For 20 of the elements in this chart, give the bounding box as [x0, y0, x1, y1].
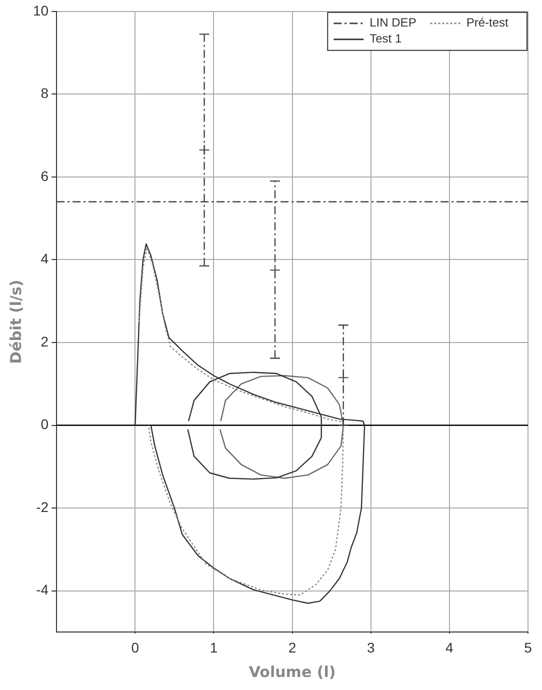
y-tick-label: 0 [40, 416, 49, 432]
legend-label: Test 1 [370, 32, 402, 46]
legend-label: Pré-test [466, 16, 509, 30]
x-tick-label: 1 [210, 639, 218, 656]
y-tick-label: -4 [36, 582, 49, 598]
legend-label: LIN DEP [370, 16, 416, 30]
x-tick-label: 0 [131, 639, 140, 656]
y-tick-label: -2 [36, 498, 49, 515]
y-tick-label: 4 [40, 250, 49, 267]
x-tick-label: 3 [366, 639, 375, 656]
y-tick-label: 8 [40, 85, 49, 102]
y-axis-title: Débit (l/s) [6, 280, 25, 364]
y-tick-label: 10 [32, 2, 49, 18]
point [198, 144, 210, 156]
x-tick-label: 4 [446, 639, 454, 656]
x-axis-title: Volume (l) [248, 662, 336, 681]
x-tick-label: 5 [524, 639, 532, 656]
x-tick-label: 2 [288, 639, 296, 656]
y-tick-label: 2 [40, 333, 49, 350]
y-tick-label: 6 [40, 168, 49, 184]
